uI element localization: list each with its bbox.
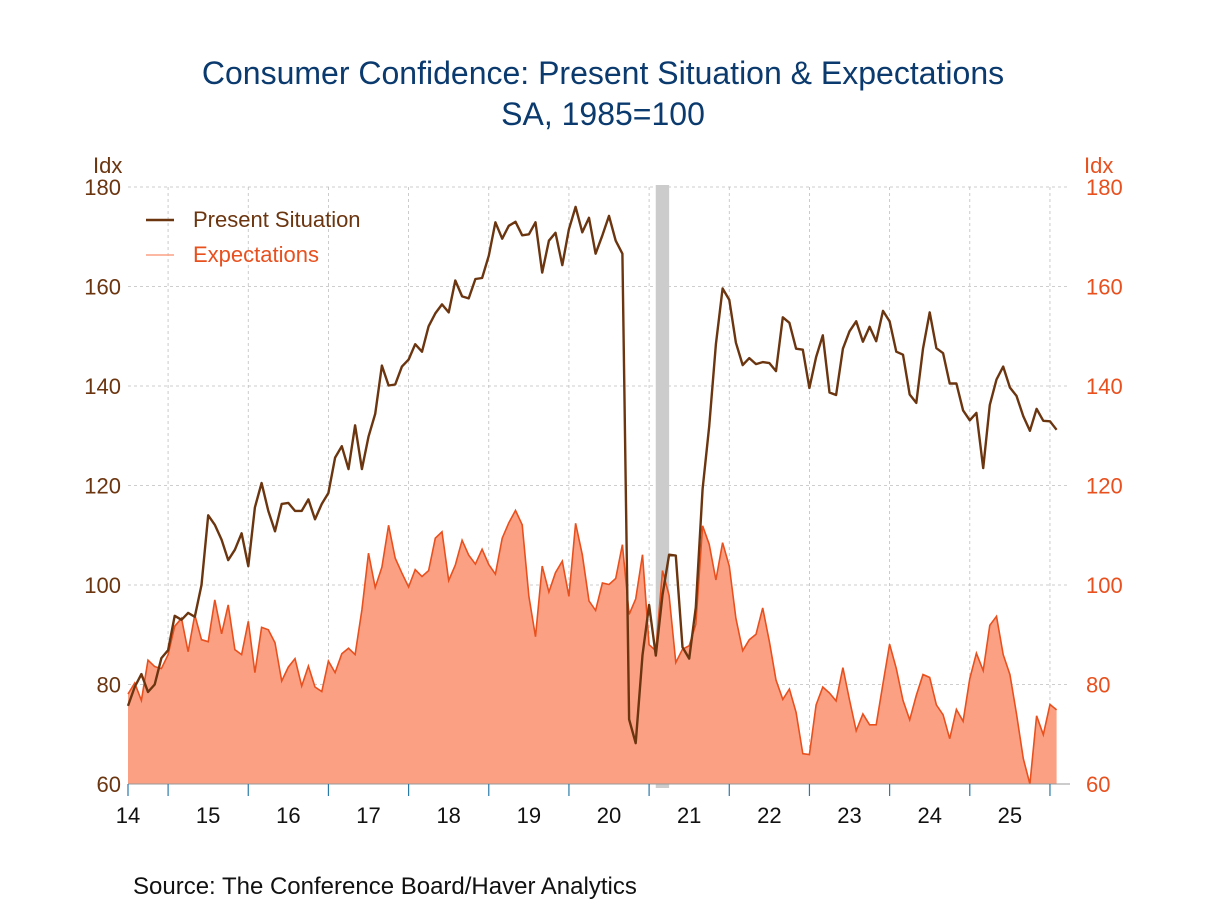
legend: Present Situation Expectations [146, 207, 361, 267]
x-tick-label: 16 [276, 803, 300, 828]
left-axis-unit: Idx [93, 153, 122, 178]
source-note: Source: The Conference Board/Haver Analy… [133, 873, 637, 900]
right-y-tick-label: 180 [1086, 175, 1123, 200]
left-y-axis: 60 80 100 120 140 160 180 [84, 175, 121, 797]
right-y-tick-label: 160 [1086, 275, 1123, 300]
x-tick-label: 18 [436, 803, 460, 828]
expectations-area [128, 510, 1057, 784]
right-y-tick-label: 60 [1086, 772, 1110, 797]
left-y-tick-label: 120 [84, 474, 121, 499]
x-tick-label: 23 [837, 803, 861, 828]
legend-label-expectations: Expectations [193, 242, 319, 267]
x-tick-label: 19 [517, 803, 541, 828]
right-axis-unit: Idx [1084, 153, 1113, 178]
right-y-tick-label: 120 [1086, 474, 1123, 499]
right-y-tick-label: 140 [1086, 374, 1123, 399]
left-y-tick-label: 80 [97, 673, 121, 698]
left-y-tick-label: 60 [97, 772, 121, 797]
x-tick-label: 17 [356, 803, 380, 828]
chart-subtitle: SA, 1985=100 [501, 96, 705, 132]
left-y-tick-label: 100 [84, 573, 121, 598]
right-y-tick-label: 100 [1086, 573, 1123, 598]
chart-title: Consumer Confidence: Present Situation &… [202, 55, 1004, 91]
legend-label-present-situation: Present Situation [193, 207, 361, 232]
left-y-tick-label: 180 [84, 175, 121, 200]
right-y-tick-label: 80 [1086, 673, 1110, 698]
x-tick-label: 14 [116, 803, 140, 828]
x-tick-label: 25 [998, 803, 1022, 828]
present-situation-line [126, 205, 1058, 745]
series-lines [126, 205, 1058, 785]
x-tick-label: 20 [597, 803, 621, 828]
expectations-fill [128, 510, 1057, 784]
x-tick-label: 21 [677, 803, 701, 828]
x-tick-label: 22 [757, 803, 781, 828]
expectations-line [127, 508, 1058, 785]
left-y-tick-label: 140 [84, 374, 121, 399]
x-tick-label: 24 [917, 803, 941, 828]
left-y-tick-label: 160 [84, 275, 121, 300]
x-tick-label: 15 [196, 803, 220, 828]
right-y-axis: 60 80 100 120 140 160 180 [1086, 175, 1123, 797]
x-axis: 14 15 16 17 18 19 20 21 22 23 24 25 [116, 783, 1070, 828]
